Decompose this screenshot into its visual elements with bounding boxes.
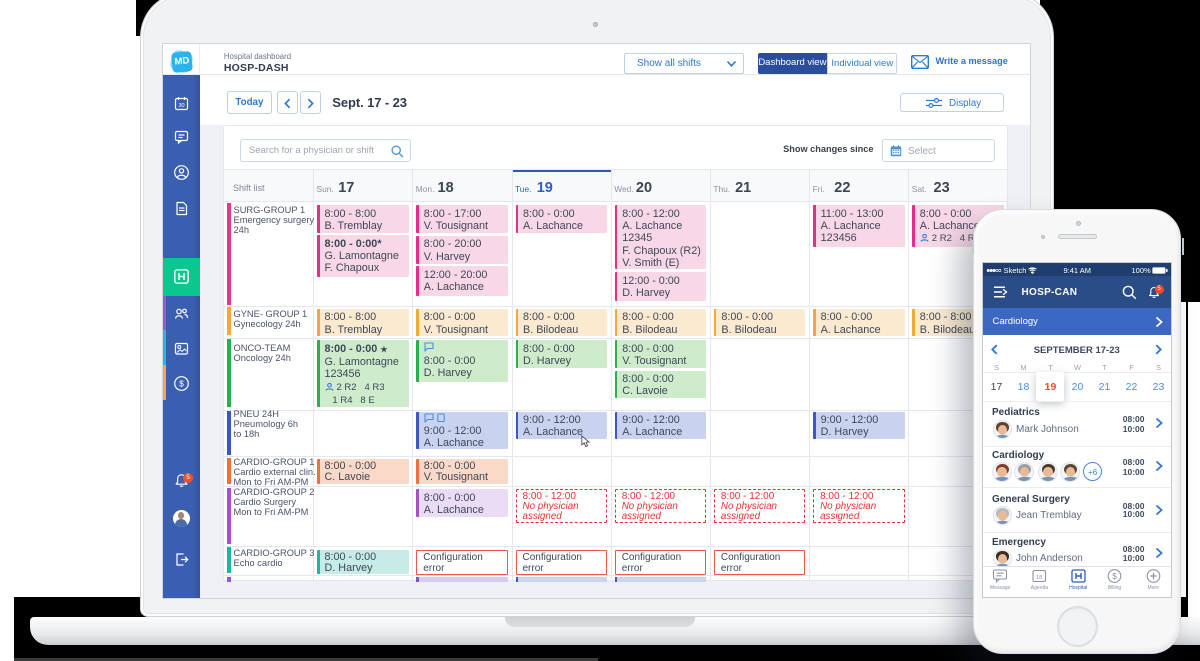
svg-text:$: $ bbox=[1112, 571, 1117, 580]
svg-text:$: $ bbox=[179, 379, 184, 389]
svg-text:30: 30 bbox=[178, 103, 184, 109]
svg-text:18: 18 bbox=[1036, 575, 1042, 581]
